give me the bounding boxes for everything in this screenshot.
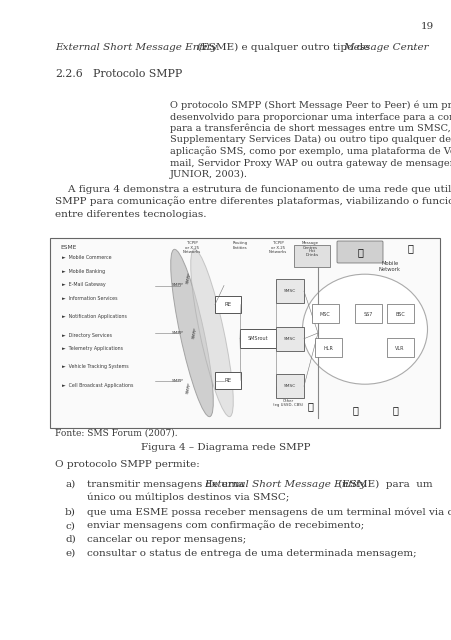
Text: d): d) <box>65 535 76 544</box>
Text: SMPP: SMPP <box>185 382 192 394</box>
Text: e): e) <box>65 548 75 557</box>
Text: SMPP: SMPP <box>185 272 192 284</box>
Text: SMPP: SMPP <box>191 327 198 339</box>
Text: ESME: ESME <box>60 245 76 250</box>
Text: consultar o status de entrega de uma determinada mensagem;: consultar o status de entrega de uma det… <box>87 548 416 557</box>
Text: c): c) <box>65 522 75 531</box>
Text: (ESME)  para  um: (ESME) para um <box>334 480 432 489</box>
Bar <box>276 279 304 303</box>
Text: ►  Directory Services: ► Directory Services <box>62 333 112 337</box>
Text: cancelar ou repor mensagens;: cancelar ou repor mensagens; <box>87 535 246 544</box>
Text: 🚗: 🚗 <box>356 247 362 257</box>
Text: desenvolvido para proporcionar uma interface para a comunicação de dados flexíve: desenvolvido para proporcionar uma inter… <box>170 112 451 122</box>
Text: único ou múltiplos destinos via SMSC;: único ou múltiplos destinos via SMSC; <box>87 493 289 502</box>
Text: 📗: 📗 <box>351 405 357 415</box>
Text: ►  Vehicle Tracking Systems: ► Vehicle Tracking Systems <box>62 365 129 369</box>
Text: SMSC: SMSC <box>283 337 295 340</box>
Text: 19: 19 <box>419 22 433 31</box>
Text: Supplementary Services Data) ou outro tipo qualquer de message center, e uma: Supplementary Services Data) ou outro ti… <box>170 136 451 145</box>
Text: External Short Message Entity: External Short Message Entity <box>55 43 216 52</box>
Text: TCPIP
or X.25
Networks: TCPIP or X.25 Networks <box>183 241 201 254</box>
Text: SMSC: SMSC <box>283 384 295 388</box>
Text: MSC: MSC <box>319 312 330 317</box>
Text: SS7: SS7 <box>363 312 372 317</box>
Text: RE: RE <box>224 378 231 383</box>
Bar <box>239 329 276 348</box>
Text: para a transferência de short messages entre um SMSC, GSM USSD (Unstructured: para a transferência de short messages e… <box>170 124 451 133</box>
Text: b): b) <box>65 508 76 517</box>
Text: Fonte: SMS Forum (2007).: Fonte: SMS Forum (2007). <box>55 429 177 438</box>
Text: Message Center: Message Center <box>342 43 428 52</box>
Text: SMPP: SMPP <box>172 331 184 335</box>
Bar <box>215 372 240 389</box>
Ellipse shape <box>302 274 427 384</box>
Text: VLR: VLR <box>394 346 404 351</box>
Text: ►  Telemetry Applications: ► Telemetry Applications <box>62 346 123 351</box>
Ellipse shape <box>170 250 213 417</box>
Text: RE: RE <box>224 302 231 307</box>
Text: transmitir mensagens de uma: transmitir mensagens de uma <box>87 480 247 489</box>
Text: JUNIOR, 2003).: JUNIOR, 2003). <box>170 170 248 179</box>
Text: ►  Cell Broadcast Applications: ► Cell Broadcast Applications <box>62 383 133 388</box>
Text: Routing
Entities: Routing Entities <box>232 241 247 250</box>
Bar <box>311 304 338 323</box>
Text: SMPP para comunicação entre diferentes plataformas, viabilizando o funcionamento: SMPP para comunicação entre diferentes p… <box>55 196 451 207</box>
Bar <box>386 304 413 323</box>
Text: Protocolo SMPP: Protocolo SMPP <box>93 69 182 79</box>
Bar <box>215 296 240 313</box>
Text: SMPP: SMPP <box>172 284 184 287</box>
Bar <box>293 245 329 267</box>
Text: 📱: 📱 <box>391 405 397 415</box>
Text: A figura 4 demonstra a estrutura de funcionamento de uma rede que utiliza o prot: A figura 4 demonstra a estrutura de func… <box>55 185 451 194</box>
Text: 2.2.6: 2.2.6 <box>55 69 83 79</box>
Bar <box>276 374 304 398</box>
Text: ►  Mobile Banking: ► Mobile Banking <box>62 269 105 273</box>
Text: ►  Mobile Commerce: ► Mobile Commerce <box>62 255 111 260</box>
FancyBboxPatch shape <box>336 241 382 263</box>
Text: SMSrout: SMSrout <box>247 336 268 341</box>
FancyBboxPatch shape <box>50 238 439 428</box>
Text: mail, Servidor Proxy WAP ou outra gateway de mensagens qualquer. (SILVINO: mail, Servidor Proxy WAP ou outra gatewa… <box>170 158 451 168</box>
Text: BSC: BSC <box>394 312 404 317</box>
Text: enviar mensagens com confirmação de recebimento;: enviar mensagens com confirmação de rece… <box>87 521 364 531</box>
Text: TCPIP
or X.25
Networks: TCPIP or X.25 Networks <box>268 241 286 254</box>
Text: entre diferentes tecnologias.: entre diferentes tecnologias. <box>55 210 206 219</box>
Text: ►  Notification Applications: ► Notification Applications <box>62 314 127 319</box>
Text: a): a) <box>65 480 75 489</box>
Text: ►  E-Mail Gateway: ► E-Mail Gateway <box>62 282 106 287</box>
Text: SMPP: SMPP <box>172 378 184 383</box>
Text: Message
Centres: Message Centres <box>301 241 318 250</box>
Text: O protocolo SMPP permite:: O protocolo SMPP permite: <box>55 460 199 469</box>
Text: Figura 4 – Diagrama rede SMPP: Figura 4 – Diagrama rede SMPP <box>141 443 310 452</box>
Text: que uma ESME possa receber mensagens de um terminal móvel via o SMSC;: que uma ESME possa receber mensagens de … <box>87 508 451 517</box>
Bar <box>276 326 304 351</box>
Bar <box>354 304 381 323</box>
Text: .: . <box>409 43 412 52</box>
Text: SMSC: SMSC <box>283 289 295 293</box>
Text: 📟: 📟 <box>406 243 412 253</box>
Text: 💻: 💻 <box>306 401 312 411</box>
Text: Other
(eg USSD, CBS): Other (eg USSD, CBS) <box>272 399 303 407</box>
Text: ►  Information Services: ► Information Services <box>62 296 117 301</box>
Bar <box>314 338 341 357</box>
Text: O protocolo SMPP (Short Message Peer to Peer) é um protocolo aberto,: O protocolo SMPP (Short Message Peer to … <box>170 100 451 110</box>
Text: (ESME) e qualquer outro tipo de: (ESME) e qualquer outro tipo de <box>194 43 372 52</box>
Bar <box>386 338 413 357</box>
Text: External Short Message Entity: External Short Message Entity <box>204 480 366 489</box>
Text: Mobile
Network: Mobile Network <box>378 261 400 272</box>
Text: aplicação SMS, como por exemplo, uma plataforma de Voice Mail, servidor de E-: aplicação SMS, como por exemplo, uma pla… <box>170 146 451 156</box>
Ellipse shape <box>190 250 233 417</box>
Text: Hot
Drinks: Hot Drinks <box>305 249 318 257</box>
Text: HLR: HLR <box>322 346 332 351</box>
